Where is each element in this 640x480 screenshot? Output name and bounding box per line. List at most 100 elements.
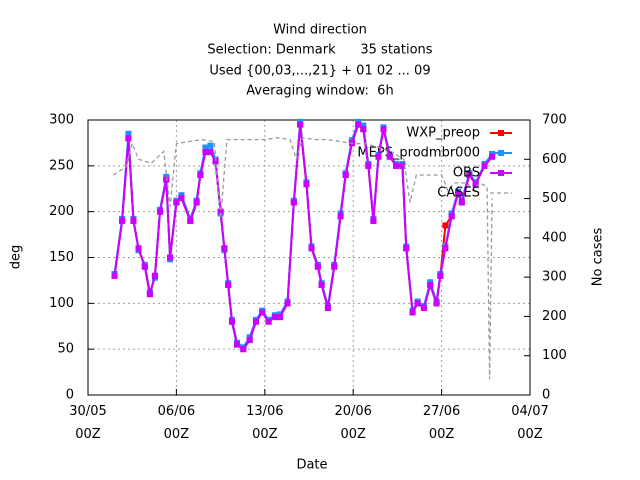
legend-label: CASES xyxy=(437,186,480,201)
data-point xyxy=(393,162,400,169)
data-point xyxy=(414,300,421,307)
data-point xyxy=(146,291,153,298)
data-point xyxy=(246,337,253,343)
data-point xyxy=(365,162,372,169)
x-tick-label: 27/06 00Z xyxy=(422,404,461,442)
y2-tick-label: 100 xyxy=(542,348,567,363)
data-point xyxy=(420,304,427,311)
data-point xyxy=(399,162,406,169)
data-point xyxy=(221,245,228,252)
x-tick-label: 04/07 00Z xyxy=(511,404,549,442)
data-point xyxy=(303,181,310,188)
y2-tick-label: 0 xyxy=(542,388,550,403)
data-point xyxy=(234,341,241,348)
data-point xyxy=(342,172,349,178)
data-point xyxy=(370,217,377,224)
data-point xyxy=(276,314,283,321)
data-point xyxy=(240,346,247,353)
data-point xyxy=(151,272,158,279)
x-tick-label: 20/06 00Z xyxy=(334,404,372,442)
data-point xyxy=(265,318,272,325)
x-axis-label: Date xyxy=(296,458,327,473)
data-point xyxy=(472,181,479,188)
data-point xyxy=(489,153,496,160)
data-point xyxy=(271,314,278,321)
data-point xyxy=(433,300,440,307)
chart-title: Wind direction xyxy=(273,23,367,38)
data-point xyxy=(217,208,224,215)
data-point xyxy=(403,245,410,252)
x-tick-label: 13/06 00Z xyxy=(246,404,284,442)
data-point xyxy=(173,199,180,206)
x-tick-label: 06/06 00Z xyxy=(157,404,196,442)
data-point xyxy=(167,254,174,261)
chart-subtitle: Averaging window: 6h xyxy=(246,84,393,99)
y-tick-label: 0 xyxy=(66,388,74,403)
data-point xyxy=(458,199,465,206)
data-point xyxy=(455,190,462,197)
data-point xyxy=(427,282,434,288)
y-tick-label: 150 xyxy=(49,250,74,265)
data-point xyxy=(437,272,444,279)
y2-tick-label: 300 xyxy=(542,270,567,285)
plot-frame xyxy=(87,119,531,396)
series-line xyxy=(112,136,493,380)
data-point xyxy=(207,149,214,156)
data-point xyxy=(380,126,387,133)
data-point xyxy=(337,213,344,220)
y-tick-label: 300 xyxy=(49,113,74,128)
data-point xyxy=(314,263,321,270)
data-point xyxy=(178,194,185,201)
data-point xyxy=(119,217,126,224)
data-point xyxy=(386,153,393,160)
data-point xyxy=(225,282,232,288)
data-point xyxy=(202,149,209,156)
data-point xyxy=(308,245,315,252)
data-point xyxy=(125,130,132,137)
data-point xyxy=(442,222,449,229)
legend-label: OBS xyxy=(453,166,480,181)
y-tick-label: 50 xyxy=(57,342,74,357)
data-point xyxy=(442,245,449,252)
y2-tick-label: 400 xyxy=(542,230,567,245)
y2-tick-label: 600 xyxy=(542,152,567,167)
y-axis-label: deg xyxy=(9,245,24,270)
data-point xyxy=(187,217,194,224)
data-point xyxy=(375,153,382,160)
data-point xyxy=(324,304,331,311)
chart-subtitle: Used {00,03,...,21} + 01 02 ... 09 xyxy=(209,64,430,79)
legend-marker xyxy=(498,130,504,136)
y2-tick-label: 500 xyxy=(542,191,567,206)
data-point xyxy=(466,172,473,178)
chart-subtitle: Selection: Denmark 35 stations xyxy=(207,43,432,58)
legend-label: WXP_preop xyxy=(406,126,480,141)
data-point xyxy=(202,144,209,151)
data-point xyxy=(259,309,266,316)
data-point xyxy=(481,162,488,169)
data-point xyxy=(448,213,455,220)
data-point xyxy=(360,122,367,129)
data-point xyxy=(252,318,259,325)
legend-marker xyxy=(498,170,504,176)
data-point xyxy=(156,208,163,215)
data-point xyxy=(207,142,214,149)
data-point xyxy=(297,121,304,128)
data-point xyxy=(130,217,137,224)
x-tick-label: 30/05 00Z xyxy=(69,404,107,442)
data-point xyxy=(360,126,367,133)
data-point xyxy=(318,282,325,288)
y-tick-label: 250 xyxy=(49,158,74,173)
data-point xyxy=(290,199,297,206)
data-point xyxy=(125,135,132,142)
y-tick-label: 200 xyxy=(49,204,74,219)
data-point xyxy=(197,172,204,178)
data-point xyxy=(284,300,291,307)
y2-axis-label: No cases xyxy=(591,228,606,287)
data-point xyxy=(212,158,219,165)
y-tick-label: 100 xyxy=(49,296,74,311)
data-point xyxy=(228,318,235,325)
y2-tick-label: 200 xyxy=(542,309,567,324)
data-point xyxy=(331,263,338,270)
